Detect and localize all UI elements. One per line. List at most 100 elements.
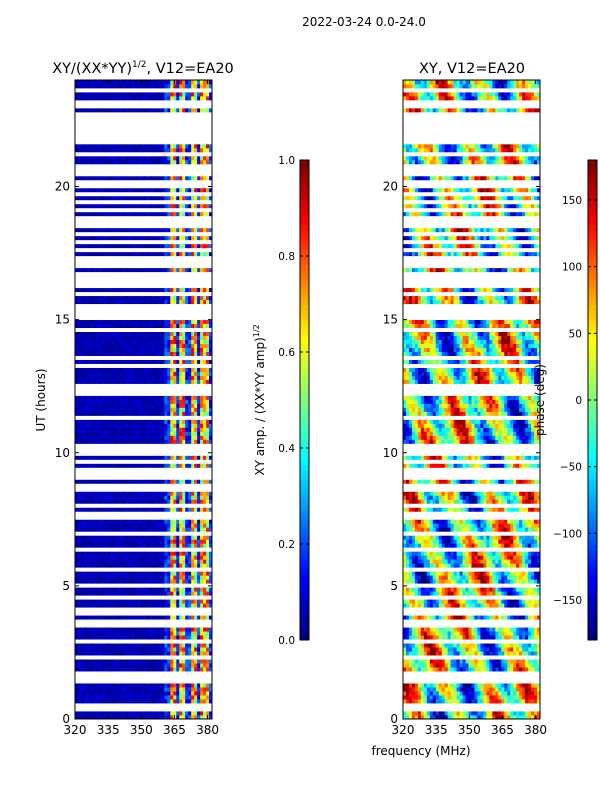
- heatmap-cell: [140, 643, 144, 648]
- heatmap-cell: [155, 299, 159, 305]
- heatmap-cell: [92, 427, 97, 432]
- heatmap-cell: [167, 383, 171, 388]
- heatmap-cell: [179, 543, 183, 548]
- heatmap-cell: [98, 643, 103, 648]
- heatmap-cell: [113, 691, 118, 696]
- heatmap-cell: [134, 583, 138, 588]
- heatmap-cell: [149, 411, 153, 416]
- heatmap-cell: [119, 307, 124, 313]
- heatmap-cell: [125, 619, 130, 624]
- heatmap-cell: [143, 451, 147, 456]
- heatmap-cell: [173, 475, 177, 480]
- heatmap-cell: [131, 607, 135, 612]
- heatmap-cell: [158, 367, 162, 372]
- heatmap-cell: [113, 591, 118, 596]
- heatmap-cell: [173, 315, 177, 321]
- heatmap-cell: [206, 647, 210, 652]
- heatmap-cell: [155, 499, 159, 504]
- heatmap-cell: [200, 647, 204, 652]
- heatmap-cell: [83, 395, 88, 400]
- heatmap-cell: [197, 715, 201, 720]
- heatmap-cell: [101, 511, 106, 516]
- heatmap-cell: [173, 651, 177, 656]
- heatmap-cell: [98, 355, 103, 360]
- heatmap-cell: [122, 607, 127, 612]
- heatmap-cell: [188, 311, 192, 317]
- heatmap-cell: [80, 715, 85, 720]
- heatmap-cell: [185, 695, 189, 700]
- heatmap-cell: [101, 611, 106, 616]
- heatmap-cell: [188, 323, 192, 329]
- heatmap-cell: [179, 439, 183, 444]
- heatmap-cell: [83, 511, 88, 516]
- heatmap-cell: [128, 399, 132, 404]
- heatmap-cell: [176, 599, 180, 604]
- heatmap-cell: [125, 307, 130, 313]
- heatmap-cell: [164, 659, 168, 664]
- heatmap-cell: [161, 535, 165, 540]
- heatmap-cell: [179, 503, 183, 508]
- heatmap-cell: [101, 451, 106, 456]
- heatmap-cell: [107, 339, 112, 344]
- heatmap-cell: [131, 663, 135, 668]
- heatmap-cell: [83, 603, 88, 608]
- heatmap-cell: [191, 363, 195, 368]
- heatmap-cell: [101, 675, 106, 680]
- heatmap-cell: [149, 343, 153, 348]
- heatmap-cell: [77, 615, 82, 620]
- heatmap-cell: [101, 667, 106, 672]
- heatmap-cell: [158, 595, 162, 600]
- heatmap-cell: [164, 559, 168, 564]
- heatmap-cell: [164, 451, 168, 456]
- heatmap-cell: [188, 659, 192, 664]
- heatmap-cell: [152, 363, 156, 368]
- heatmap-cell: [164, 523, 168, 528]
- heatmap-cell: [110, 383, 115, 388]
- heatmap-cell: [158, 679, 162, 684]
- heatmap-cell: [89, 455, 94, 460]
- heatmap-cell: [131, 283, 135, 289]
- heatmap-cell: [119, 463, 124, 468]
- heatmap-cell: [107, 655, 112, 660]
- heatmap-cell: [143, 459, 147, 464]
- heatmap-cell: [182, 539, 186, 544]
- heatmap-cell: [161, 451, 165, 456]
- heatmap-cell: [134, 663, 138, 668]
- heatmap-cell: [83, 611, 88, 616]
- heatmap-cell: [185, 327, 189, 332]
- heatmap-cell: [209, 323, 213, 329]
- heatmap-cell: [206, 435, 210, 440]
- heatmap-cell: [185, 635, 189, 640]
- heatmap-cell: [107, 287, 112, 293]
- heatmap-cell: [203, 479, 207, 484]
- heatmap-cell: [113, 643, 118, 648]
- heatmap-cell: [152, 475, 156, 480]
- heatmap-cell: [113, 623, 118, 628]
- heatmap-cell: [122, 419, 127, 424]
- heatmap-cell: [131, 619, 135, 624]
- heatmap-cell: [179, 655, 183, 660]
- heatmap-cell: [146, 491, 150, 496]
- heatmap-cell: [149, 695, 153, 700]
- heatmap-cell: [188, 431, 192, 436]
- heatmap-cell: [146, 511, 150, 516]
- heatmap-cell: [146, 299, 150, 305]
- heatmap-cell: [146, 443, 150, 448]
- heatmap-cell: [83, 595, 88, 600]
- heatmap-cell: [134, 639, 138, 644]
- heatmap-cell: [77, 539, 82, 544]
- heatmap-cell: [101, 375, 106, 380]
- heatmap-cell: [107, 551, 112, 556]
- heatmap-cell: [143, 635, 147, 640]
- heatmap-cell: [152, 479, 156, 484]
- heatmap-cell: [152, 311, 156, 317]
- heatmap-cell: [155, 615, 159, 620]
- heatmap-cell: [110, 463, 115, 468]
- heatmap-cell: [164, 359, 168, 364]
- heatmap-cell: [92, 347, 97, 352]
- heatmap-cell: [77, 571, 82, 576]
- heatmap-cell: [89, 427, 94, 432]
- heatmap-cell: [80, 399, 85, 404]
- heatmap-cell: [95, 603, 100, 608]
- heatmap-cell: [80, 315, 85, 321]
